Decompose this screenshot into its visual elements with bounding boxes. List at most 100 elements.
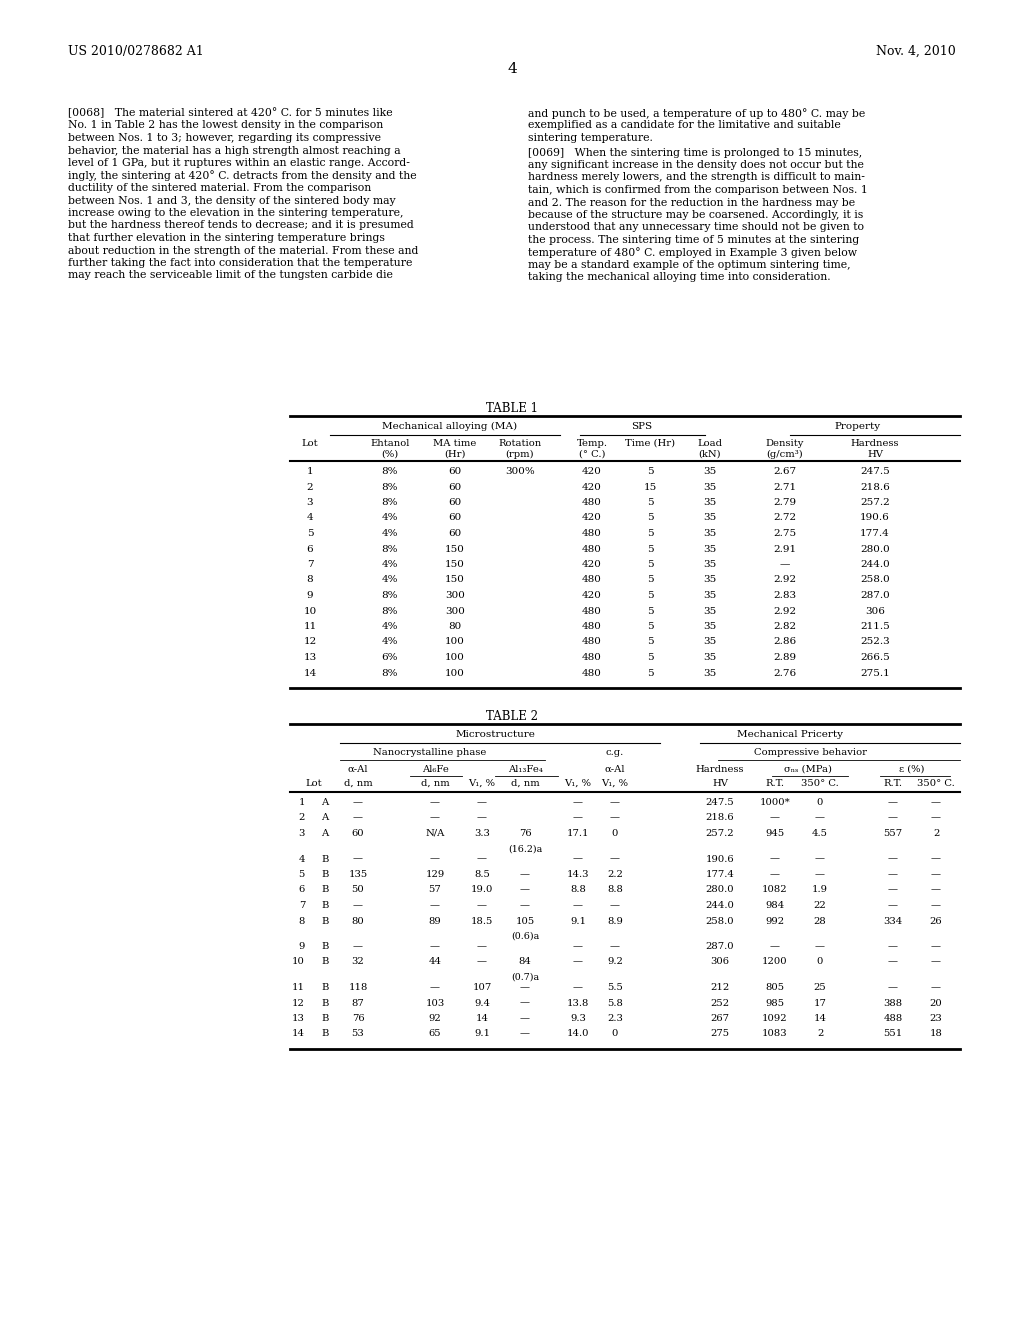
Text: 25: 25	[814, 983, 826, 993]
Text: 212: 212	[711, 983, 730, 993]
Text: B: B	[322, 854, 329, 863]
Text: 35: 35	[703, 653, 717, 663]
Text: (0.7)a: (0.7)a	[511, 973, 539, 982]
Text: 350° C.: 350° C.	[918, 779, 954, 788]
Text: 118: 118	[348, 983, 368, 993]
Text: 35: 35	[703, 576, 717, 585]
Text: 3.3: 3.3	[474, 829, 489, 838]
Text: 3: 3	[299, 829, 305, 838]
Text: 258.0: 258.0	[860, 576, 890, 585]
Text: 287.0: 287.0	[706, 942, 734, 950]
Text: —: —	[573, 813, 583, 822]
Text: (0.6)a: (0.6)a	[511, 932, 539, 941]
Text: 5: 5	[647, 668, 653, 677]
Text: —: —	[931, 870, 941, 879]
Text: 105: 105	[515, 916, 535, 925]
Text: 244.0: 244.0	[860, 560, 890, 569]
Text: 247.5: 247.5	[706, 799, 734, 807]
Text: 0: 0	[611, 829, 618, 838]
Text: 8.9: 8.9	[607, 916, 623, 925]
Text: —: —	[573, 902, 583, 909]
Text: —: —	[931, 942, 941, 950]
Text: 480: 480	[582, 622, 602, 631]
Text: 35: 35	[703, 498, 717, 507]
Text: tain, which is confirmed from the comparison between Nos. 1: tain, which is confirmed from the compar…	[528, 185, 868, 195]
Text: MA time: MA time	[433, 440, 477, 447]
Text: 35: 35	[703, 544, 717, 553]
Text: 2.79: 2.79	[773, 498, 797, 507]
Text: 252: 252	[711, 998, 729, 1007]
Text: 334: 334	[884, 916, 902, 925]
Text: —: —	[770, 870, 780, 879]
Text: 5.8: 5.8	[607, 998, 623, 1007]
Text: 14: 14	[475, 1014, 488, 1023]
Text: 17.1: 17.1	[566, 829, 589, 838]
Text: B: B	[322, 1030, 329, 1039]
Text: 480: 480	[582, 529, 602, 539]
Text: 190.6: 190.6	[860, 513, 890, 523]
Text: 2.72: 2.72	[773, 513, 797, 523]
Text: 4%: 4%	[382, 560, 398, 569]
Text: may be a standard example of the optimum sintering time,: may be a standard example of the optimum…	[528, 260, 851, 271]
Text: Lot: Lot	[302, 440, 318, 447]
Text: 10: 10	[303, 606, 316, 615]
Text: 9: 9	[299, 942, 305, 950]
Text: 14: 14	[303, 668, 316, 677]
Text: 1083: 1083	[762, 1030, 787, 1039]
Text: about reduction in the strength of the material. From these and: about reduction in the strength of the m…	[68, 246, 419, 256]
Text: 5: 5	[647, 653, 653, 663]
Text: 32: 32	[351, 957, 365, 966]
Text: B: B	[322, 957, 329, 966]
Text: —: —	[888, 854, 898, 863]
Text: —: —	[610, 799, 620, 807]
Text: 9.4: 9.4	[474, 998, 490, 1007]
Text: 4%: 4%	[382, 529, 398, 539]
Text: 0: 0	[817, 799, 823, 807]
Text: —: —	[610, 902, 620, 909]
Text: 23: 23	[930, 1014, 942, 1023]
Text: 1: 1	[299, 799, 305, 807]
Text: B: B	[322, 942, 329, 950]
Text: Microstructure: Microstructure	[455, 730, 535, 739]
Text: 247.5: 247.5	[860, 467, 890, 477]
Text: 2.75: 2.75	[773, 529, 797, 539]
Text: SPS: SPS	[632, 422, 652, 432]
Text: 5: 5	[647, 622, 653, 631]
Text: hardness merely lowers, and the strength is difficult to main-: hardness merely lowers, and the strength…	[528, 173, 865, 182]
Text: 50: 50	[351, 886, 365, 895]
Text: —: —	[430, 813, 440, 822]
Text: 257.2: 257.2	[860, 498, 890, 507]
Text: —: —	[770, 854, 780, 863]
Text: —: —	[430, 942, 440, 950]
Text: 8.8: 8.8	[570, 886, 586, 895]
Text: 60: 60	[449, 498, 462, 507]
Text: 4%: 4%	[382, 513, 398, 523]
Text: 19.0: 19.0	[471, 886, 494, 895]
Text: 5: 5	[299, 870, 305, 879]
Text: —: —	[477, 942, 487, 950]
Text: 420: 420	[582, 560, 602, 569]
Text: —: —	[931, 799, 941, 807]
Text: temperature of 480° C. employed in Example 3 given below: temperature of 480° C. employed in Examp…	[528, 248, 857, 259]
Text: 44: 44	[428, 957, 441, 966]
Text: Hardness: Hardness	[851, 440, 899, 447]
Text: 2.67: 2.67	[773, 467, 797, 477]
Text: 80: 80	[351, 916, 365, 925]
Text: —: —	[353, 799, 362, 807]
Text: 35: 35	[703, 622, 717, 631]
Text: because of the structure may be coarsened. Accordingly, it is: because of the structure may be coarsene…	[528, 210, 863, 220]
Text: 480: 480	[582, 498, 602, 507]
Text: 5: 5	[647, 467, 653, 477]
Text: 2.82: 2.82	[773, 622, 797, 631]
Text: any significant increase in the density does not occur but the: any significant increase in the density …	[528, 160, 864, 170]
Text: 1000*: 1000*	[760, 799, 791, 807]
Text: —: —	[770, 813, 780, 822]
Text: 89: 89	[429, 916, 441, 925]
Text: 60: 60	[449, 467, 462, 477]
Text: 76: 76	[351, 1014, 365, 1023]
Text: B: B	[322, 998, 329, 1007]
Text: 17: 17	[813, 998, 826, 1007]
Text: 8%: 8%	[382, 544, 398, 553]
Text: —: —	[780, 560, 791, 569]
Text: 218.6: 218.6	[860, 483, 890, 491]
